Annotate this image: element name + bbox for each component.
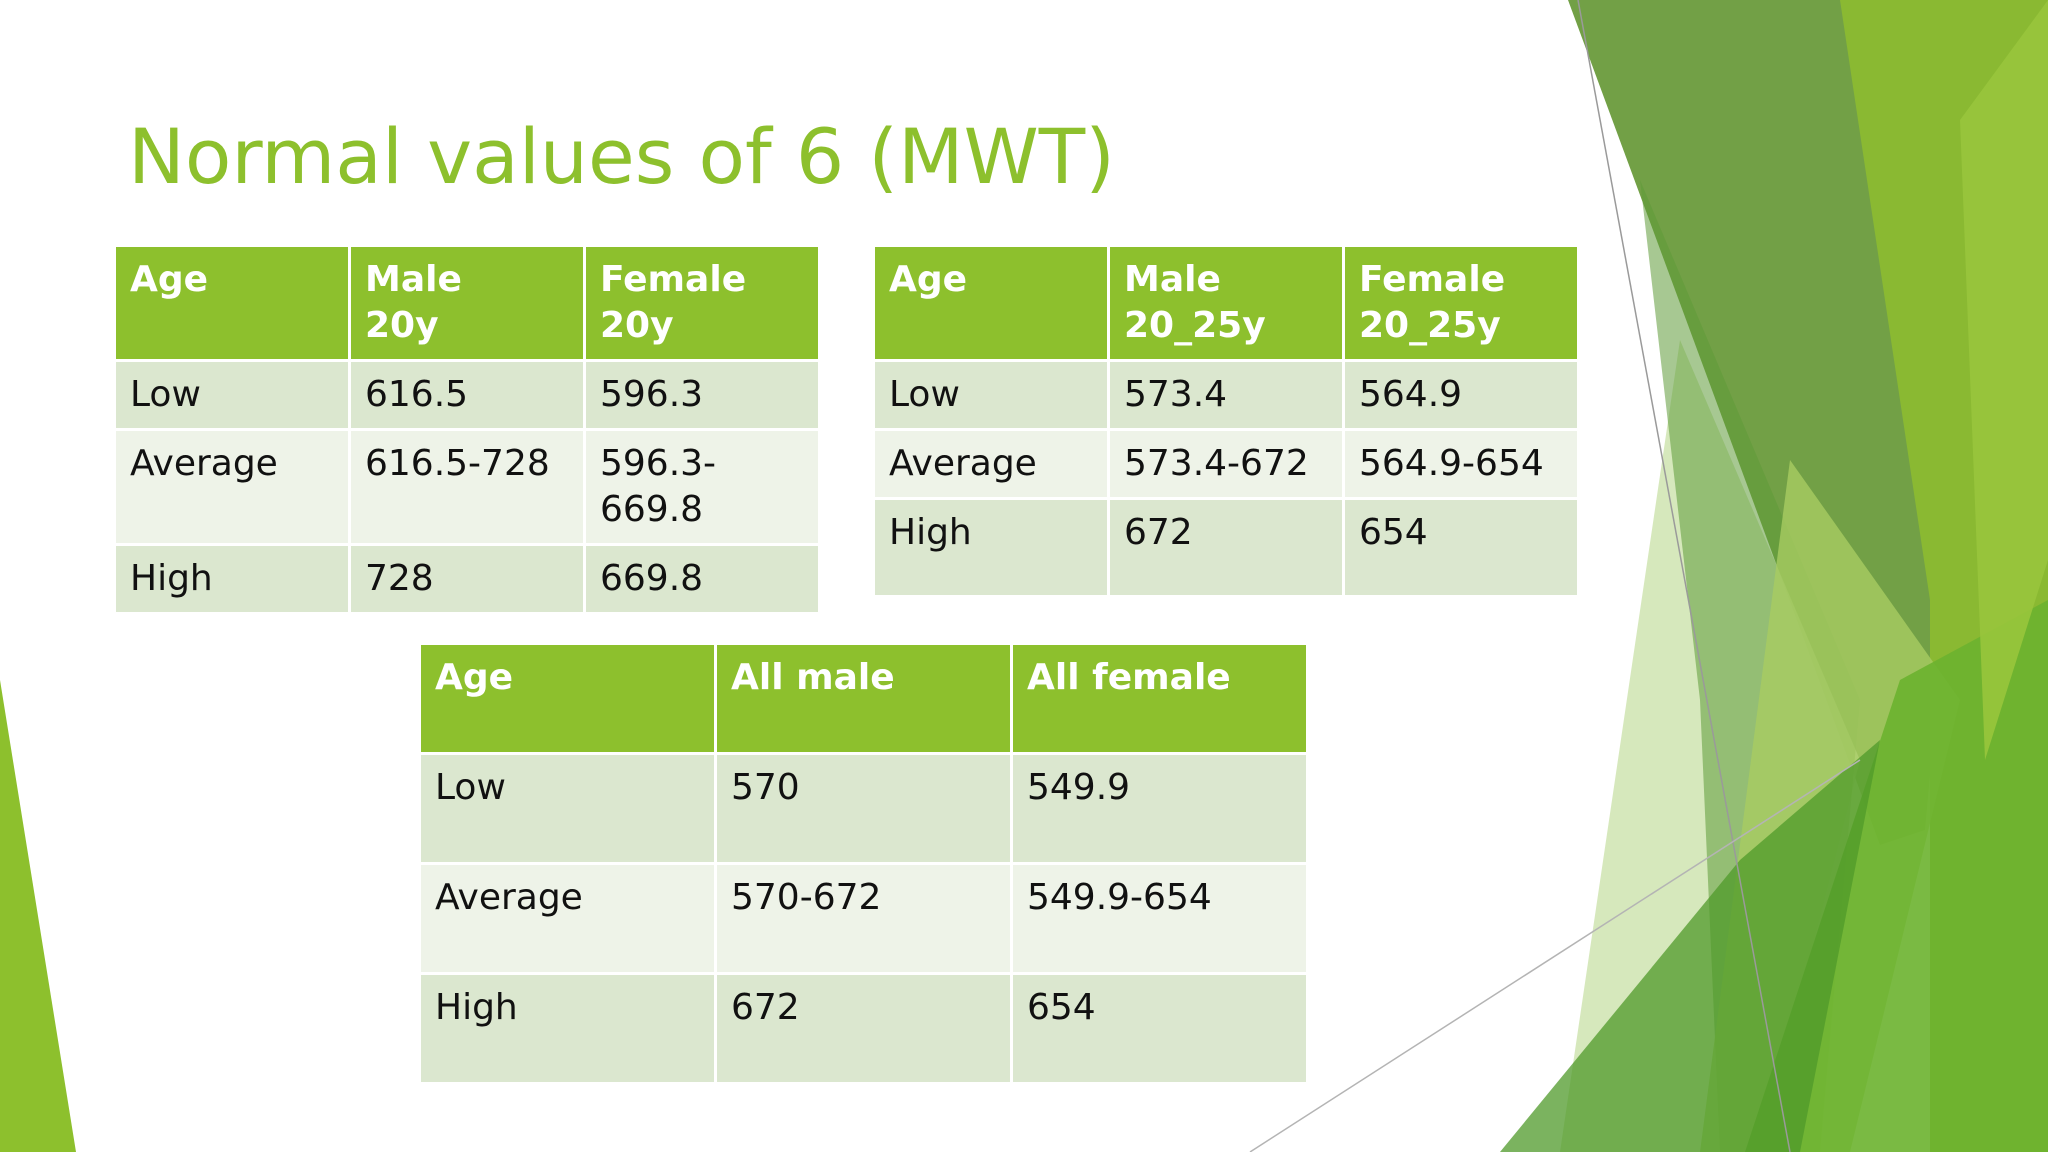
table-header-row: Age Male 20y Female 20y [113,244,821,362]
right-facet-edge [1960,0,2048,760]
cell-age: Average [872,428,1110,500]
cell-female: 654 [1342,497,1580,598]
thin-line-2 [1249,759,1861,1152]
right-facet-bottom [1500,740,1880,1152]
table-row: Low 570 549.9 [418,752,1309,865]
header-age: Age [872,244,1110,362]
table-header-row: Age Male 20_25y Female 20_25y [872,244,1580,362]
header-male: Male 20y [348,244,586,362]
header-age: Age [418,642,717,755]
cell-age: Low [872,359,1110,431]
header-female: Female 20_25y [1342,244,1580,362]
cell-age: High [113,543,351,615]
header-female: Female 20y [583,244,821,362]
cell-male: 573.4 [1107,359,1345,431]
cell-male: 573.4-672 [1107,428,1345,500]
table-header-row: Age All male All female [418,642,1309,755]
cell-all-male: 672 [714,972,1013,1085]
header-all-male: All male [714,642,1013,755]
cell-female: 596.3 [583,359,821,431]
header-male: Male 20_25y [1107,244,1345,362]
cell-female: 564.9-654 [1342,428,1580,500]
table-row: High 728 669.8 [113,543,821,615]
cell-female: 669.8 [583,543,821,615]
table-row: High 672 654 [418,972,1309,1085]
cell-all-male: 570 [714,752,1013,865]
cell-age: High [418,972,717,1085]
cell-male: 616.5-728 [348,428,586,546]
cell-male: 672 [1107,497,1345,598]
header-age: Age [113,244,351,362]
cell-age: High [872,497,1110,598]
table-row: High 672 654 [872,497,1580,598]
cell-age: Average [113,428,351,546]
cell-all-female: 654 [1010,972,1309,1085]
table-row: Low 573.4 564.9 [872,359,1580,431]
cell-all-female: 549.9 [1010,752,1309,865]
table-male-female-20-25y: Age Male 20_25y Female 20_25y Low 573.4 56… [872,244,1580,598]
cell-all-male: 570-672 [714,862,1013,975]
slide-title: Normal values of 6 (MWT) [128,112,1115,201]
cell-male: 728 [348,543,586,615]
cell-male: 616.5 [348,359,586,431]
cell-age: Low [113,359,351,431]
table-row: Average 570-672 549.9-654 [418,862,1309,975]
cell-all-female: 549.9-654 [1010,862,1309,975]
table-male-female-20y: Age Male 20y Female 20y Low 616.5 596.3 Av… [113,244,821,615]
cell-female: 564.9 [1342,359,1580,431]
thin-line-1 [1577,0,1791,1152]
cell-female: 596.3- 669.8 [583,428,821,546]
left-green-sliver [0,680,76,1152]
cell-age: Low [418,752,717,865]
cell-age: Average [418,862,717,975]
table-row: Low 616.5 596.3 [113,359,821,431]
table-row: Average 573.4-672 564.9-654 [872,428,1580,500]
table-row: Average 616.5-728 596.3- 669.8 [113,428,821,546]
header-all-female: All female [1010,642,1309,755]
table-all-male-female: Age All male All female Low 570 549.9 Av… [418,642,1309,1085]
